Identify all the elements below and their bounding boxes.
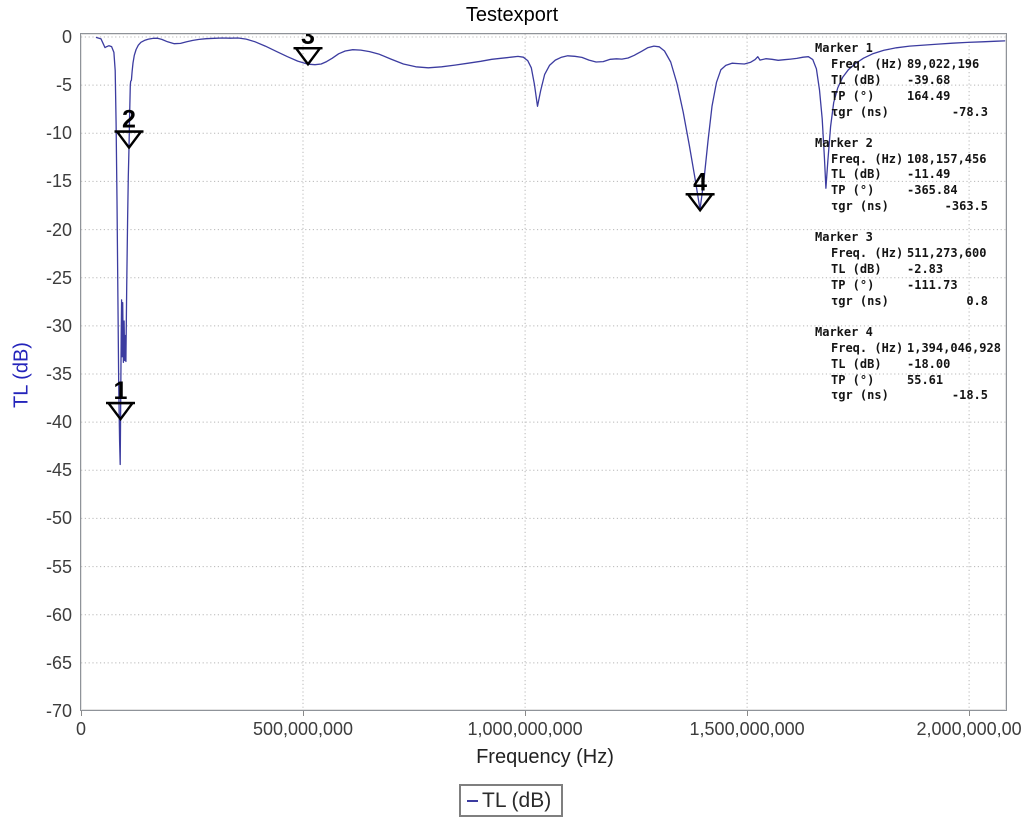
marker-info-row-label: Freq. (Hz) <box>831 246 904 261</box>
marker-info-row-label: τgr (ns) <box>831 199 889 214</box>
marker-info-row: TL (dB) -2.83 <box>815 262 988 278</box>
marker-info-row-label: τgr (ns) <box>831 104 889 119</box>
x-tick-label: 2,000,000,00 <box>916 719 1022 739</box>
chart-title: Testexport <box>465 4 559 26</box>
y-tick-label: -45 <box>45 460 72 481</box>
marker-info-row-value: 511,273,600 <box>907 246 987 261</box>
marker-info-row: TL (dB) -11.49 <box>815 167 988 183</box>
marker-info-row-label: Freq. (Hz) <box>831 151 904 166</box>
marker-info-row-label: TL (dB) <box>831 356 882 371</box>
y-tick-label: -55 <box>45 556 72 577</box>
marker-info-row: τgr (ns) 0.8 <box>815 294 988 310</box>
marker-info-row-label: τgr (ns) <box>831 293 889 308</box>
x-tick-label: 1,000,000,000 <box>467 719 583 739</box>
marker-info-row-value: 0.8 <box>966 293 988 308</box>
marker-info-row: Freq. (Hz) 511,273,600 <box>815 246 988 262</box>
marker-info-row: TL (dB) -39.68 <box>815 73 988 89</box>
y-tick-label: -30 <box>45 315 72 336</box>
y-tick-label: -25 <box>45 267 72 288</box>
y-tick-label: -65 <box>45 652 72 673</box>
x-tick-label: 1,500,000,000 <box>689 719 805 739</box>
y-tick-label: -50 <box>45 508 72 529</box>
y-tick-label: -70 <box>45 701 72 721</box>
legend-label: TL (dB) <box>482 788 552 812</box>
marker-info-row-value: -363.5 <box>944 199 988 214</box>
y-tick-label: -40 <box>45 412 72 433</box>
chart-canvas: 1 2 3 4 <box>81 34 1006 710</box>
marker-symbol-4 <box>685 193 715 213</box>
marker-info-row-value: 108,157,456 <box>907 151 987 166</box>
marker-info-row: Freq. (Hz) 108,157,456 <box>815 152 988 168</box>
marker-info-title: Marker 4 <box>815 324 873 339</box>
marker-info-row-label: Freq. (Hz) <box>831 56 904 71</box>
marker-info-row-label: TL (dB) <box>831 72 882 87</box>
marker-info-block-2: Marker 2 Freq. (Hz) 108,157,456 TL (dB) -11.… <box>815 136 988 216</box>
marker-info-title: Marker 2 <box>815 135 873 150</box>
marker-info-row-value: 55.61 <box>907 372 944 387</box>
marker-info-row-label: TP (°) <box>831 277 875 292</box>
marker-info-row: τgr (ns) -78.3 <box>815 105 988 121</box>
marker-info-row-value: -18.5 <box>951 388 988 403</box>
marker-info-row-label: Freq. (Hz) <box>831 340 904 355</box>
x-tick-mark <box>524 711 526 716</box>
marker-info-row-label: TL (dB) <box>831 167 882 182</box>
marker-number-1: 1 <box>114 377 128 405</box>
marker-info-row: TP (°) 164.49 <box>815 89 988 105</box>
marker-info-row-value: 164.49 <box>907 88 951 103</box>
x-tick-mark <box>968 711 970 716</box>
plot-area: 1 2 3 4 <box>80 33 1007 711</box>
y-tick-label: -60 <box>45 604 72 625</box>
marker-info-row: τgr (ns) -18.5 <box>815 388 988 404</box>
marker-info-row-label: TP (°) <box>831 372 875 387</box>
legend-line-sample <box>467 799 478 802</box>
y-tick-label: 0 <box>61 27 72 47</box>
y-tick-label: -20 <box>45 219 72 240</box>
marker-info-row: TP (°) -365.84 <box>815 183 988 199</box>
marker-info-row-label: τgr (ns) <box>831 388 889 403</box>
marker-info-row-value: 1,394,046,928 <box>907 340 1001 355</box>
marker-info-row-value: -78.3 <box>951 104 988 119</box>
marker-info-row-label: TL (dB) <box>831 262 882 276</box>
marker-info-row-value: -39.68 <box>907 72 951 87</box>
marker-symbol-2 <box>114 130 144 150</box>
marker-info-block-1: Marker 1 Freq. (Hz) 89,022,196 TL (dB) -39.6… <box>815 41 988 121</box>
marker-info-row-value: 89,022,196 <box>907 56 980 71</box>
marker-info-row: TP (°) 55.61 <box>815 373 988 389</box>
marker-info-row-label: TP (°) <box>831 88 875 103</box>
x-tick-mark <box>746 711 748 716</box>
marker-info-row: τgr (ns) -363.5 <box>815 199 988 215</box>
marker-info-block-3: Marker 3 Freq. (Hz) 511,273,600 TL (dB) -2.8… <box>815 230 988 310</box>
x-tick-mark <box>80 711 82 716</box>
y-tick-label: -15 <box>45 171 72 192</box>
marker-info-row: Freq. (Hz) 89,022,196 <box>815 57 988 73</box>
marker-info-row-label: TP (°) <box>831 183 875 198</box>
marker-info-title: Marker 3 <box>815 230 873 245</box>
marker-info-row: Freq. (Hz) 1,394,046,928 <box>815 340 1001 357</box>
marker-symbol-1 <box>106 401 135 422</box>
marker-info-row: TP (°) -111.73 <box>815 278 988 294</box>
x-tick-label: 0 <box>75 719 87 739</box>
marker-number-3: 3 <box>301 34 315 50</box>
x-tick-mark <box>302 711 304 716</box>
marker-info-row-value: -365.84 <box>907 183 958 198</box>
marker-symbol-3 <box>293 47 323 67</box>
x-axis-label: Frequency (Hz) <box>476 746 614 768</box>
x-tick-label: 500,000,000 <box>252 719 354 739</box>
marker-info-row-value: -11.49 <box>907 167 951 182</box>
marker-info-row: TL (dB) -18.00 <box>815 357 988 373</box>
marker-info-row-value: -2.83 <box>907 262 944 276</box>
y-tick-label: -5 <box>55 75 72 96</box>
tl-curve <box>95 36 1006 466</box>
marker-info-block-4: Marker 4 Freq. (Hz) 1,394,046,928 TL (dB) -1… <box>815 324 1001 405</box>
marker-number-4: 4 <box>693 168 707 196</box>
marker-info-title: Marker 1 <box>815 41 873 55</box>
marker-number-2: 2 <box>122 106 136 134</box>
legend: TL (dB) <box>459 784 564 817</box>
marker-info-row-value: -111.73 <box>907 277 958 292</box>
marker-info-row-value: -18.00 <box>907 356 951 371</box>
y-tick-label: -10 <box>45 123 72 144</box>
y-tick-label: -35 <box>45 364 72 384</box>
